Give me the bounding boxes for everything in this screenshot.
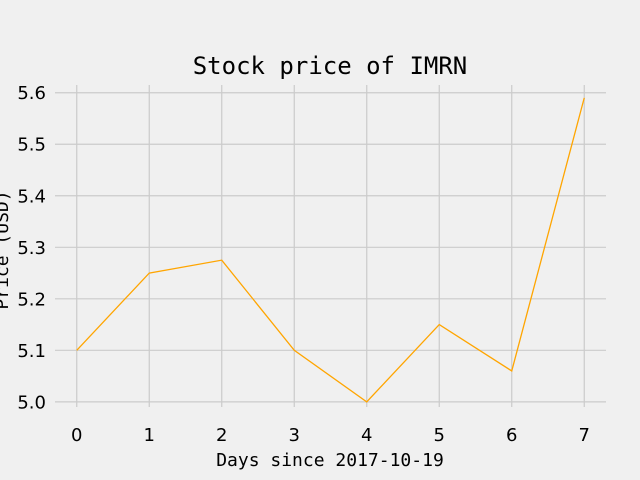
chart-title: Stock price of IMRN — [193, 52, 468, 80]
y-tick-label: 5.1 — [17, 341, 46, 362]
y-tick-label: 5.4 — [17, 186, 46, 207]
y-axis-label: Price (USD) — [0, 190, 13, 309]
x-tick-label: 7 — [579, 425, 590, 446]
x-tick-label: 6 — [506, 425, 517, 446]
price-series-line — [76, 97, 585, 403]
x-tick-label: 4 — [361, 425, 372, 446]
y-tick-label: 5.6 — [17, 83, 46, 104]
tick-labels: 0 1 2 3 4 5 6 7 5.0 5.1 5.2 5.3 5.4 5.5 5.6 — [17, 83, 590, 446]
y-tick-label: 5.0 — [17, 392, 46, 413]
x-tick-label: 0 — [71, 425, 82, 446]
y-tick-label: 5.3 — [17, 238, 46, 259]
y-tick-label: 5.2 — [17, 289, 46, 310]
x-tick-label: 5 — [434, 425, 445, 446]
x-axis-label: Days since 2017-10-19 — [216, 450, 444, 471]
series-layer — [76, 97, 585, 403]
x-tick-label: 1 — [144, 425, 155, 446]
grid — [55, 85, 606, 407]
x-tick-label: 2 — [216, 425, 227, 446]
x-tick-label: 3 — [289, 425, 300, 446]
y-tick-label: 5.5 — [17, 135, 46, 156]
